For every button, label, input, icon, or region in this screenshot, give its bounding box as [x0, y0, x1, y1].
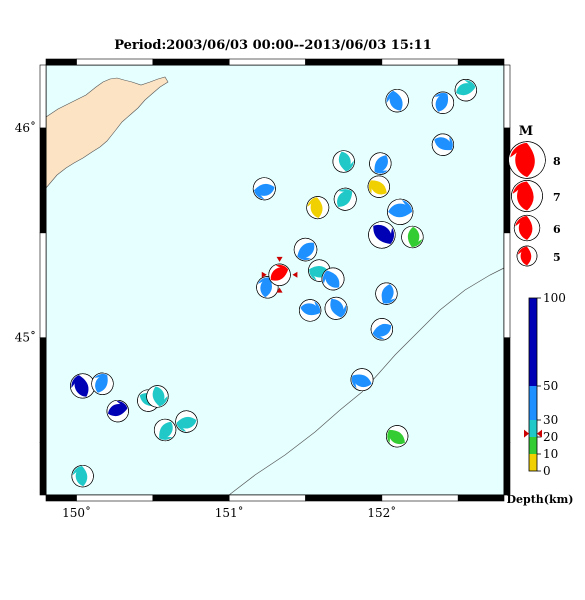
mainshock-marker — [276, 287, 283, 293]
event-beachball — [350, 368, 374, 392]
frame-tick-bar — [39, 127, 47, 234]
frame-tick-bar — [381, 58, 459, 66]
frame-tick-bar — [305, 494, 383, 502]
frame-tick-bar — [503, 232, 511, 338]
mainshock-depth-marker — [524, 429, 529, 438]
mainshock-depth-marker — [537, 429, 542, 438]
frame-tick-bar — [503, 127, 511, 234]
frame-tick-bar — [39, 337, 47, 443]
frame-tick-bar — [457, 494, 505, 502]
event-beachball — [385, 88, 409, 113]
event-beachball — [321, 267, 345, 291]
frame-tick-bar — [152, 494, 230, 502]
depth-tick-label: 20 — [543, 430, 558, 444]
event-beachball — [367, 175, 390, 198]
event-beachball — [333, 187, 357, 211]
event-beachball — [401, 225, 424, 249]
event-beachball — [375, 282, 398, 305]
event-beachball — [106, 399, 129, 423]
event-beachball — [175, 410, 198, 433]
mainshock-marker — [276, 256, 283, 262]
event-beachball — [146, 385, 169, 408]
trench-line — [228, 267, 505, 496]
frame-tick-bar — [457, 58, 505, 66]
depth-tick-label: 10 — [543, 447, 558, 461]
magnitude-legend: M 8 7 6 5 — [508, 124, 561, 267]
frame-tick-bar — [76, 58, 154, 66]
lon-tick-label: 152˚ — [367, 505, 396, 520]
lon-tick-label: 150˚ — [62, 505, 91, 520]
event-beachball — [431, 91, 455, 114]
legend-magnitude-label: 6 — [553, 223, 561, 236]
lon-tick-label: 151˚ — [215, 505, 244, 520]
frame-tick-bar — [305, 58, 383, 66]
event-beachball — [70, 373, 96, 399]
event-beachball — [306, 196, 330, 220]
event-beachball — [153, 418, 177, 442]
frame-ticks — [39, 58, 511, 502]
coastline-land — [45, 76, 169, 189]
mainshock-marker — [292, 271, 298, 278]
legend-magnitude-label: 5 — [553, 251, 561, 264]
legend-beachball — [511, 180, 543, 212]
event-beachball — [324, 296, 348, 320]
event-beachball — [454, 79, 477, 102]
depth-tick-label: 0 — [543, 464, 551, 478]
legend-beachball — [513, 214, 541, 242]
frame-tick-bar — [503, 337, 511, 443]
event-beachball — [369, 152, 392, 175]
mainshock-beachball — [268, 263, 291, 286]
page-title: Period:2003/06/03 00:00--2013/06/03 15:1… — [114, 38, 432, 53]
event-beachball — [332, 150, 355, 173]
legend-beachball — [508, 141, 546, 179]
event-beachball — [91, 372, 114, 395]
legend-beachball — [516, 245, 538, 267]
event-beachball — [368, 221, 396, 249]
legend-magnitude-label: 8 — [553, 155, 561, 168]
frame-tick-bar — [39, 442, 47, 496]
event-beachball — [298, 299, 322, 322]
frame-tick-bar — [45, 58, 77, 66]
depth-scale-segment — [529, 420, 537, 437]
frame-tick-bar — [228, 494, 306, 502]
lat-tick-label: 45˚ — [15, 330, 36, 345]
mainshock-marker — [261, 271, 267, 278]
depth-tick-label: 100 — [543, 291, 566, 305]
axis-tick-labels: 150˚ 151˚ 152˚ 45˚ 46˚ — [15, 120, 397, 520]
magnitude-legend-title: M — [519, 124, 533, 139]
event-beachball — [385, 425, 409, 448]
frame-tick-bar — [503, 442, 511, 496]
depth-tick-label: 30 — [543, 413, 558, 427]
frame-tick-bar — [45, 494, 77, 502]
frame-tick-bar — [39, 232, 47, 338]
depth-scale-segment — [529, 386, 537, 420]
event-beachball — [387, 198, 414, 225]
map-area — [39, 58, 511, 502]
frame-tick-bar — [152, 58, 230, 66]
legend-magnitude-label: 7 — [553, 191, 561, 204]
event-beachball — [370, 318, 394, 341]
depth-scale-segment — [529, 454, 537, 471]
event-beachball — [252, 177, 276, 201]
frame-tick-bar — [76, 494, 154, 502]
frame-tick-bar — [39, 64, 47, 129]
event-beachball — [293, 237, 318, 262]
depth-scale-segment — [529, 437, 537, 454]
frame-tick-bar — [381, 494, 459, 502]
depth-scale-segment — [529, 298, 537, 386]
depth-tick-label: 50 — [543, 379, 558, 393]
depth-scale-title: Depth(km) — [507, 493, 574, 506]
lat-tick-label: 46˚ — [15, 120, 36, 135]
depth-color-scale: Depth(km) 0 10 20 30 50 100 — [507, 291, 574, 506]
frame-tick-bar — [503, 64, 511, 129]
depth-scale-frame — [528, 297, 538, 472]
events-layer — [70, 79, 477, 488]
event-beachball — [71, 464, 94, 488]
event-beachball — [431, 133, 455, 156]
frame-tick-bar — [228, 58, 306, 66]
